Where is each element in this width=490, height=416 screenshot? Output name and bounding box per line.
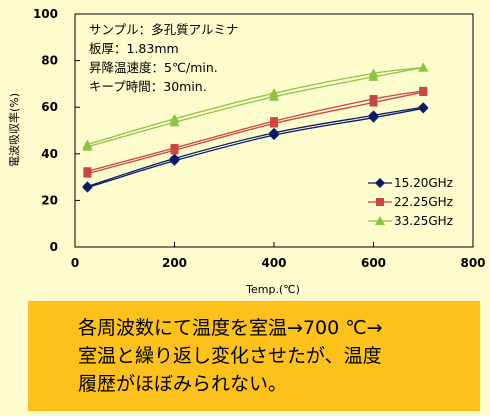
data-point	[368, 68, 379, 78]
sample-info-line: サンプル：多孔質アルミナ	[89, 22, 239, 37]
y-tick-label: 0	[50, 240, 58, 254]
data-point	[82, 139, 93, 149]
data-point	[82, 181, 93, 192]
sample-info-line: キープ時間：30min.	[89, 79, 207, 94]
y-tick-label: 60	[41, 100, 58, 114]
y-tick-label: 20	[41, 193, 58, 207]
series-33.25GHz	[82, 62, 429, 151]
note-text: 各周波数にて温度を室温→700 ℃→ 室温と繰り返し変化させたが、温度 履歴がほ…	[78, 317, 383, 395]
series-layer	[82, 62, 429, 193]
legend-marker	[375, 178, 385, 188]
sample-info-line: 板厚：1.83mm	[89, 41, 179, 56]
data-point	[368, 110, 379, 121]
y-tick-label: 100	[33, 7, 58, 21]
data-point	[270, 117, 278, 126]
data-point	[269, 127, 279, 138]
x-axis-title: Temp.(℃)	[245, 283, 300, 296]
legend-marker	[375, 216, 385, 225]
y-axis-title: 電波吸収率(%)	[7, 93, 21, 167]
data-point	[169, 113, 180, 123]
x-tick-label: 0	[71, 256, 79, 270]
data-point	[269, 88, 279, 98]
legend-label: 15.20GHz	[394, 176, 453, 190]
data-point	[369, 95, 378, 104]
note-box: 各周波数にて温度を室温→700 ℃→ 室温と繰り返し変化させたが、温度 履歴がほ…	[28, 301, 480, 411]
legend-label: 33.25GHz	[394, 214, 453, 228]
series-22.25GHz	[83, 86, 428, 178]
x-tick-label: 400	[261, 256, 286, 270]
legend: 15.20GHz 22.25GHz 33.25GHz	[368, 176, 453, 228]
x-tick-label: 800	[460, 256, 485, 270]
data-point	[83, 167, 92, 176]
data-point	[419, 86, 428, 95]
data-point	[418, 62, 429, 72]
axes: 0 200 400 600 800 0 20 40 60 80 100	[33, 7, 486, 270]
sample-info-line: 昇降温速度：5℃/min.	[89, 60, 218, 75]
legend-label: 22.25GHz	[394, 195, 453, 209]
series-15.20GHz	[82, 102, 429, 193]
data-point	[169, 153, 180, 164]
data-point	[418, 102, 429, 113]
x-tick-label: 600	[361, 256, 386, 270]
legend-marker	[376, 198, 384, 206]
y-tick-label: 40	[41, 147, 58, 161]
chart: 0 200 400 600 800 0 20 40 60 80 100 サンプル：多孔質アルミナ板厚…	[7, 7, 486, 296]
y-tick-label: 80	[41, 54, 58, 68]
x-tick-label: 200	[162, 256, 187, 270]
data-point	[170, 143, 179, 152]
